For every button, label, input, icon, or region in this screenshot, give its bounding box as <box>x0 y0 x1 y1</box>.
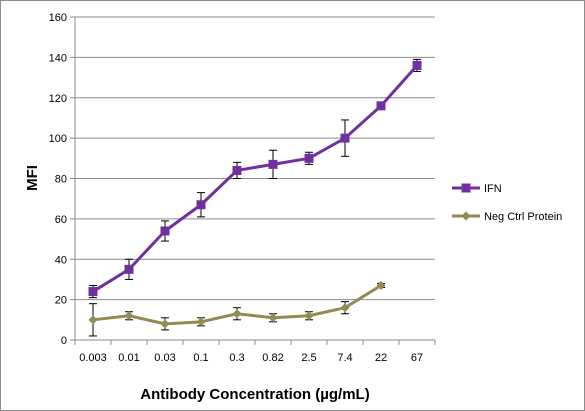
data-point <box>376 101 386 111</box>
x-tick-labels: 0.003 0.01 0.03 0.1 0.3 0.82 2.5 7.4 22 67 <box>79 352 423 364</box>
y-axis-title: MFI <box>24 165 41 191</box>
data-point <box>232 309 242 319</box>
x-tick-label: 7.4 <box>337 352 352 364</box>
data-point <box>232 165 242 175</box>
gridlines <box>75 16 435 301</box>
data-point <box>268 159 278 169</box>
series <box>88 58 422 337</box>
data-point <box>340 133 350 143</box>
x-tick-label: 22 <box>375 352 387 364</box>
data-point <box>196 200 206 210</box>
y-tick-label: 120 <box>49 93 67 105</box>
x-axis-title: Antibody Concentration (µg/mL) <box>140 386 369 403</box>
x-tick-label: 0.003 <box>79 352 107 364</box>
y-tick-label: 60 <box>55 214 67 226</box>
data-point <box>412 60 422 70</box>
y-tick-labels: 0 20 40 60 80 100 120 140 160 <box>49 12 67 347</box>
y-tick-label: 140 <box>49 52 67 64</box>
y-tick-label: 40 <box>55 254 67 266</box>
series-1 <box>88 280 386 337</box>
y-tick-label: 0 <box>61 335 67 347</box>
x-tick-label: 0.3 <box>229 352 244 364</box>
data-point <box>304 153 314 163</box>
legend-label: IFN <box>484 183 502 195</box>
data-point <box>124 264 134 274</box>
axes <box>70 16 436 345</box>
legend-marker <box>461 183 471 193</box>
y-tick-label: 100 <box>49 133 67 145</box>
y-tick-label: 160 <box>49 12 67 24</box>
data-point <box>304 311 314 321</box>
data-point <box>196 317 206 327</box>
x-tick-label: 2.5 <box>301 352 316 364</box>
data-point <box>160 319 170 329</box>
y-tick-label: 80 <box>55 174 67 186</box>
x-tick-label: 0.1 <box>193 352 208 364</box>
x-tick-label: 0.01 <box>118 352 139 364</box>
y-tick-label: 20 <box>55 295 67 307</box>
data-point <box>160 226 170 236</box>
data-point <box>268 313 278 323</box>
x-tick-label: 67 <box>411 352 423 364</box>
x-tick-label: 0.03 <box>154 352 175 364</box>
data-point <box>124 311 134 321</box>
data-point <box>376 280 386 290</box>
series-0 <box>88 58 422 299</box>
legend-label: Neg Ctrl Protein <box>484 211 562 223</box>
data-point <box>340 303 350 313</box>
series-line <box>92 64 419 293</box>
data-point <box>88 315 98 325</box>
x-tick-label: 0.82 <box>262 352 283 364</box>
legend: IFN Neg Ctrl Protein <box>452 183 562 223</box>
legend-marker <box>461 211 471 221</box>
data-point <box>88 287 98 297</box>
